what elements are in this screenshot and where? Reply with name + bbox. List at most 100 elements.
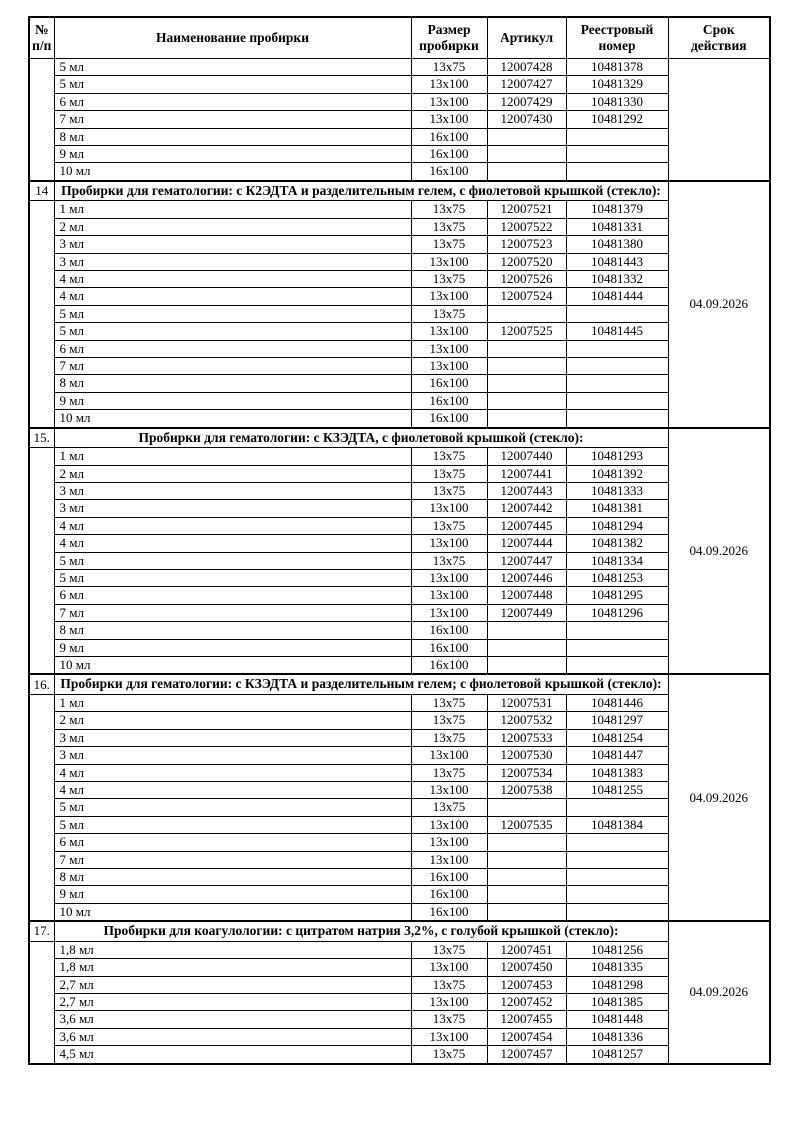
- tube-reg-cell: [565, 902, 669, 922]
- tube-size-cell: 13x100: [410, 1027, 488, 1047]
- tube-size-cell: 13x100: [410, 252, 488, 271]
- table-row: 4 мл 13x75 12007445 10481294: [29, 516, 770, 536]
- tube-reg-cell: 10481296: [565, 603, 669, 623]
- tube-article-cell: [486, 656, 567, 675]
- tube-size-cell: 16x100: [410, 638, 488, 658]
- tube-name-cell: 4 мл: [53, 534, 412, 553]
- tube-name-cell: 8 мл: [53, 867, 412, 887]
- tube-reg-cell: [565, 833, 669, 852]
- tube-reg-cell: 10481256: [565, 940, 669, 960]
- tube-name-cell: 10 мл: [53, 656, 412, 675]
- tube-reg-cell: [565, 409, 669, 429]
- table-row: 4 мл 13x100 12007444 10481382: [29, 534, 770, 553]
- tube-article-cell: [486, 127, 567, 147]
- tube-name-cell: 1,8 мл: [53, 940, 412, 960]
- tube-name-cell: 3 мл: [53, 235, 412, 254]
- tube-article-cell: 12007449: [486, 603, 567, 623]
- table-row: 2 мл 13x75 12007532 10481297: [29, 711, 770, 730]
- tube-article-cell: [486, 374, 567, 393]
- tube-reg-cell: [565, 621, 669, 640]
- table-row: 8 мл 16x100: [29, 621, 770, 640]
- tube-article-cell: [486, 162, 567, 182]
- tube-size-cell: 13x75: [410, 235, 488, 254]
- tube-reg-cell: 10481298: [565, 975, 669, 994]
- tube-reg-cell: 10481444: [565, 287, 669, 306]
- tube-size-cell: 13x100: [410, 958, 488, 977]
- tube-article-cell: 12007526: [486, 269, 567, 289]
- column-header-name: Наименование пробирки: [53, 16, 412, 59]
- tube-size-cell: 13x100: [410, 110, 488, 129]
- section-number-column: [28, 940, 55, 1065]
- section-number: 14: [28, 179, 55, 202]
- tube-reg-cell: 10481336: [565, 1027, 669, 1047]
- tube-size-cell: 13x75: [410, 464, 488, 483]
- tube-size-cell: 13x100: [410, 287, 488, 306]
- tube-name-cell: 7 мл: [53, 110, 412, 129]
- column-header-validity: Срок действия: [667, 16, 771, 59]
- tube-size-cell: 13x75: [410, 1010, 488, 1029]
- tube-article-cell: 12007535: [486, 815, 567, 835]
- tube-size-cell: 13x75: [410, 975, 488, 994]
- tube-reg-cell: 10481330: [565, 92, 669, 112]
- tube-size-cell: 13x75: [410, 940, 488, 960]
- tube-name-cell: 6 мл: [53, 92, 412, 112]
- table-row: 4 мл 13x75 12007534 10481383: [29, 763, 770, 782]
- tube-name-cell: 7 мл: [53, 603, 412, 623]
- table-row: 5 мл 13x75 12007447 10481334: [29, 551, 770, 570]
- section-validity: 04.09.2026: [667, 426, 771, 675]
- tube-article-cell: [486, 621, 567, 640]
- tube-reg-cell: 10481332: [565, 269, 669, 289]
- tube-name-cell: 9 мл: [53, 885, 412, 904]
- section-title: Пробирки для гематологии: с КЗЭДТА, с фи…: [53, 426, 669, 449]
- table-row: 8 мл 16x100: [29, 127, 770, 147]
- tube-size-cell: 13x75: [410, 200, 488, 219]
- tube-reg-cell: 10481292: [565, 110, 669, 129]
- section-validity: 04.09.2026: [667, 673, 771, 922]
- tube-name-cell: 10 мл: [53, 902, 412, 922]
- section-number-column: [28, 693, 55, 922]
- tube-reg-cell: 10481335: [565, 958, 669, 977]
- table-row: 7 мл 13x100 12007449 10481296: [29, 603, 770, 623]
- tube-size-cell: 13x100: [410, 75, 488, 94]
- tube-name-cell: 5 мл: [53, 57, 412, 77]
- tube-reg-cell: 10481381: [565, 499, 669, 518]
- tube-size-cell: 16x100: [410, 885, 488, 904]
- table-row: 2 мл 13x75 12007522 10481331: [29, 217, 770, 237]
- table-row: 1 мл 13x75 12007440 10481293: [28, 447, 770, 675]
- tube-reg-cell: [565, 798, 669, 817]
- tube-reg-cell: 10481384: [565, 815, 669, 835]
- tube-article-cell: [486, 867, 567, 887]
- tube-article-cell: 12007442: [486, 499, 567, 518]
- tube-name-cell: 2 мл: [53, 711, 412, 730]
- section-header-row: 15. Пробирки для гематологии: с КЗЭДТА, …: [28, 426, 771, 675]
- table-row: 5 мл 13x100 12007427 10481329: [29, 75, 770, 94]
- tube-name-cell: 3 мл: [53, 746, 412, 765]
- tube-reg-cell: 10481294: [565, 516, 669, 536]
- tube-size-cell: 13x100: [410, 339, 488, 359]
- tube-name-cell: 4 мл: [53, 516, 412, 536]
- tube-reg-cell: 10481448: [565, 1010, 669, 1029]
- tube-article-cell: 12007538: [486, 780, 567, 800]
- tube-article-cell: [486, 145, 567, 164]
- tube-article-cell: 12007440: [486, 447, 567, 466]
- tube-article-cell: 12007525: [486, 322, 567, 341]
- tube-article-cell: 12007530: [486, 746, 567, 765]
- table-row: 8 мл 16x100: [29, 374, 770, 393]
- tube-article-cell: 12007445: [486, 516, 567, 536]
- tube-reg-cell: 10481334: [565, 551, 669, 570]
- tube-reg-cell: 10481255: [565, 780, 669, 800]
- tube-size-cell: 13x75: [410, 481, 488, 501]
- tube-size-cell: 16x100: [410, 621, 488, 640]
- tube-article-cell: 12007448: [486, 586, 567, 605]
- tube-article-cell: 12007534: [486, 763, 567, 782]
- table-row: 5 мл 13x100 12007535 10481384: [29, 815, 770, 835]
- tube-reg-cell: 10481382: [565, 534, 669, 553]
- tube-size-cell: 13x75: [410, 798, 488, 817]
- table-row: 6 мл 13x100 12007448 10481295: [29, 586, 770, 605]
- tube-article-cell: [486, 902, 567, 922]
- table-row: 1 мл 13x75 12007531 10481446: [28, 693, 770, 922]
- tube-name-cell: 2,7 мл: [53, 975, 412, 994]
- tube-name-cell: 1 мл: [53, 200, 412, 219]
- tube-name-cell: 10 мл: [53, 409, 412, 429]
